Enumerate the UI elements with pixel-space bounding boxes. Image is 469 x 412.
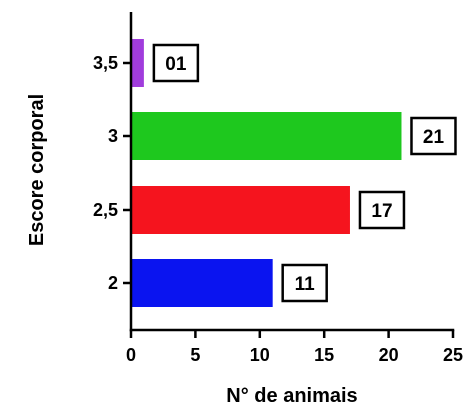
data-label: 11 — [295, 274, 316, 295]
data-label: 21 — [423, 127, 445, 148]
data-label-box — [358, 190, 406, 230]
bars-group — [131, 39, 402, 307]
x-tick-label: 0 — [126, 345, 136, 365]
bar-2 — [131, 259, 273, 307]
x-tick-label: 20 — [379, 345, 399, 365]
x-tick-label: 10 — [250, 345, 270, 365]
x-tick-label: 15 — [314, 345, 334, 365]
y-axis-title: Escore corporal — [26, 94, 48, 246]
y-tick-label: 2,5 — [93, 200, 118, 220]
axes-group: 2 2,5 3 3,5 0 5 10 15 20 25 — [93, 12, 463, 365]
data-label: 17 — [371, 201, 392, 222]
data-labels-group: 11 17 21 01 — [152, 43, 457, 303]
data-label-box — [152, 43, 200, 83]
x-tick-label: 5 — [190, 345, 200, 365]
bar-3-5 — [131, 39, 144, 87]
y-tick-label: 2 — [108, 273, 118, 293]
x-axis-title: N° de animais — [226, 385, 357, 407]
data-label: 01 — [165, 54, 187, 75]
x-tick-label: 25 — [443, 345, 463, 365]
bar-3 — [131, 112, 402, 160]
data-label-box — [410, 116, 457, 156]
data-label-box — [281, 263, 328, 303]
y-tick-label: 3 — [108, 126, 118, 146]
y-tick-label: 3,5 — [93, 53, 118, 73]
bar-2-5 — [131, 186, 350, 234]
